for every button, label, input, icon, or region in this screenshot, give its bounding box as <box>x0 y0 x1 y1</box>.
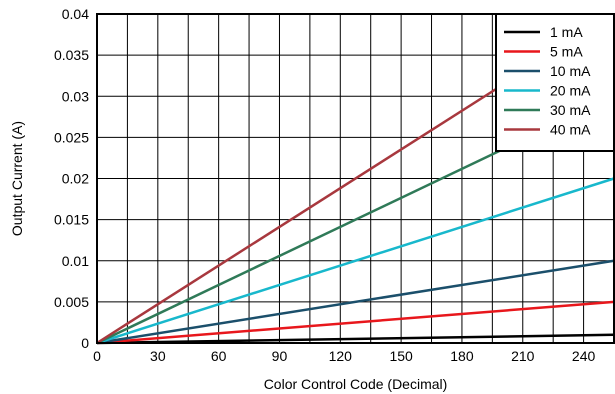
legend-box <box>495 13 615 152</box>
y-tick-label: 0 <box>81 335 89 351</box>
y-tick-label: 0.04 <box>62 6 89 22</box>
y-tick-label: 0.005 <box>54 294 89 310</box>
x-axis-title: Color Control Code (Decimal) <box>264 376 448 392</box>
legend-label: 30 mA <box>550 102 591 118</box>
y-tick-label: 0.01 <box>62 253 89 269</box>
plot-frame <box>96 13 615 344</box>
x-tick-label: 0 <box>93 348 101 364</box>
x-tick-label: 150 <box>389 348 413 364</box>
legend-label: 20 mA <box>550 83 591 99</box>
x-tick-label: 120 <box>329 348 353 364</box>
x-tick-label: 30 <box>150 348 166 364</box>
series-line-10-ma <box>96 259 615 345</box>
y-axis-title: Output Current (A) <box>9 121 25 236</box>
legend-label: 10 mA <box>550 63 591 79</box>
x-tick-label: 90 <box>272 348 288 364</box>
y-tick-label: 0.015 <box>54 212 89 228</box>
x-tick-label: 180 <box>450 348 474 364</box>
y-tick-label: 0.03 <box>62 88 89 104</box>
series-line-1-ma <box>96 333 615 345</box>
legend-label: 40 mA <box>550 122 591 138</box>
y-tick-label: 0.035 <box>54 47 89 63</box>
series-line-5-ma <box>96 300 615 345</box>
y-tick-label: 0.02 <box>62 171 89 187</box>
x-tick-label: 60 <box>211 348 227 364</box>
x-tick-label: 210 <box>511 348 535 364</box>
legend: 1 mA 5 mA 10 mA 20 mA 30 mA 40 mA <box>495 13 615 152</box>
series-line-20-ma <box>96 177 615 345</box>
y-tick-label: 0.025 <box>54 129 89 145</box>
x-tick-label: 240 <box>572 348 596 364</box>
legend-label: 5 mA <box>550 44 583 60</box>
legend-label: 1 mA <box>550 24 583 40</box>
axis-tick-labels: 0 30 60 90 120 150 180 210 240 0 0.005 0.01 0.015 0.0… <box>54 6 596 364</box>
